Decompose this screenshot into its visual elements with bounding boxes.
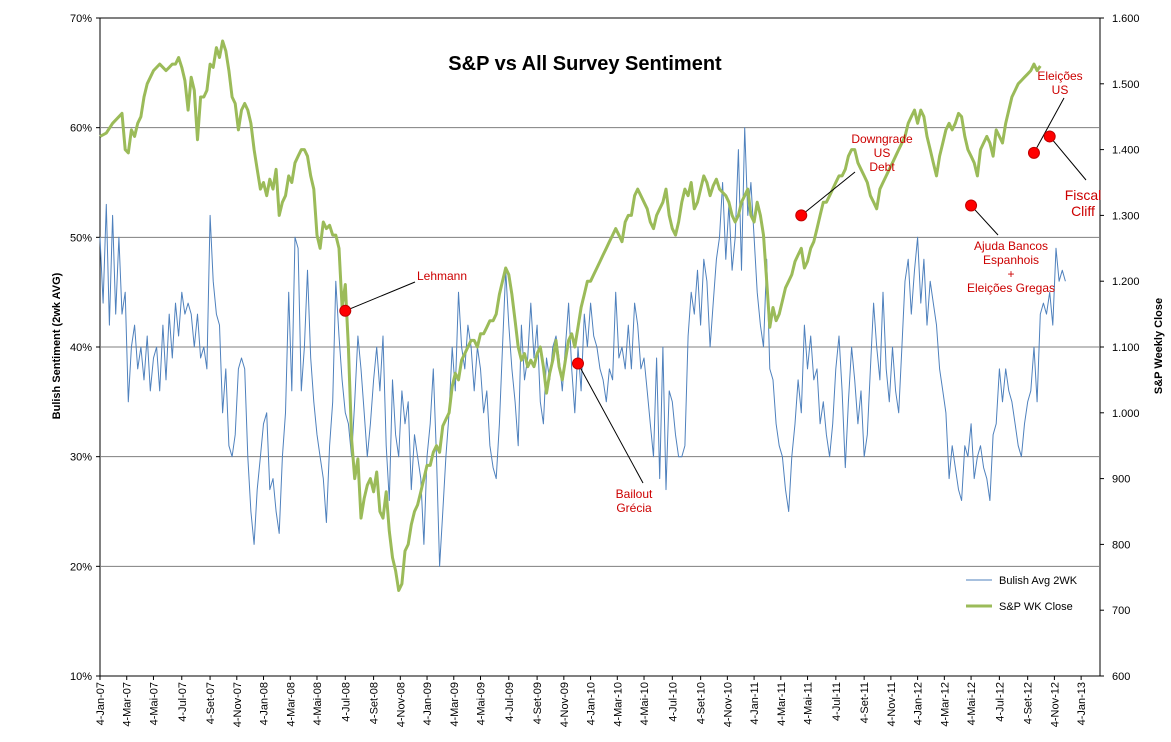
x-tick-label: 4-Jul-10	[667, 682, 679, 722]
x-tick-label: 4-Jan-09	[422, 682, 434, 725]
annotation-marker	[965, 199, 978, 212]
x-tick-label: 4-Jul-08	[340, 682, 352, 722]
y-axis-label-right: S&P Weekly Close	[1153, 298, 1165, 394]
annotation-label: Eleições Gregas	[967, 281, 1055, 295]
x-tick-label: 4-Jan-08	[259, 682, 271, 725]
y-axis-left: 70% 60% 50% 40% 30% 20% 10%	[70, 13, 100, 683]
annotation-marker	[1043, 130, 1056, 143]
x-tick-label: 4-Nov-07	[232, 682, 244, 727]
y-tick-label-right: 600	[1112, 671, 1130, 683]
x-tick-label: 4-Jul-11	[831, 682, 843, 721]
y-tick-label-right: 700	[1112, 605, 1130, 617]
x-tick-label: 4-Set-09	[532, 682, 544, 724]
x-tick-label: 4-Set-12	[1023, 682, 1035, 724]
legend-label: S&P WK Close	[999, 601, 1073, 613]
gridlines	[99, 17, 1101, 677]
series-line-bullish	[99, 127, 1066, 567]
y-axis-right: 1.600 1.500 1.400 1.300 1.200 1.100 1.000 900 80…	[1100, 13, 1140, 683]
x-tick-label: 4-Set-07	[205, 682, 217, 724]
x-tick-label: 4-Mai-11	[803, 682, 815, 725]
y-tick-label-left: 10%	[70, 671, 92, 683]
y-tick-label-left: 60%	[70, 123, 92, 135]
x-tick-label: 4-Jan-10	[586, 682, 598, 725]
y-tick-label-left: 50%	[70, 232, 92, 244]
x-tick-label: 4-Mar-09	[449, 682, 461, 727]
y-tick-label-right: 900	[1112, 474, 1130, 486]
annotation-marker	[571, 357, 584, 370]
annotation-label: Debt	[869, 160, 895, 174]
legend-label: Bulish Avg 2WK	[999, 575, 1078, 587]
x-tick-label: 4-Jan-13	[1076, 682, 1088, 725]
y-tick-label-right: 1.400	[1112, 145, 1140, 157]
x-tick-label: 4-Nov-08	[395, 682, 407, 727]
y-tick-label-left: 70%	[70, 13, 92, 25]
annotation-label: Fiscal	[1065, 187, 1102, 203]
legend: Bulish Avg 2WK S&P WK Close	[966, 575, 1078, 613]
y-tick-label-right: 1.600	[1112, 13, 1140, 25]
x-tick-label: 4-Nov-09	[559, 682, 571, 727]
y-tick-label-right: 1.500	[1112, 79, 1140, 91]
x-tick-label: 4-Mar-11	[776, 682, 788, 726]
annotation-marker	[795, 209, 808, 222]
y-tick-label-right: 1.100	[1112, 342, 1140, 354]
x-tick-label: 4-Set-11	[859, 682, 871, 723]
y-tick-label-right: 800	[1112, 539, 1130, 551]
annotations: LehmannBailoutGréciaDowngradeUSDebtAjuda…	[339, 69, 1102, 515]
y-axis-label-left: Bulish Sentiment (2wk AVG)	[51, 272, 63, 419]
x-tick-label: 4-Mar-07	[122, 682, 134, 727]
x-tick-label: 4-Mai-09	[476, 682, 488, 725]
x-tick-label: 4-Jul-07	[177, 682, 189, 722]
y-tick-label-right: 1.000	[1112, 408, 1140, 420]
x-tick-label: 4-Mar-12	[939, 682, 951, 727]
y-tick-label-left: 30%	[70, 452, 92, 464]
y-tick-label-right: 1.200	[1112, 276, 1140, 288]
annotation-label: US	[1052, 83, 1069, 97]
series-line-sp	[99, 39, 1042, 592]
x-tick-label: 4-Mar-10	[612, 682, 624, 727]
x-tick-label: 4-Nov-10	[722, 682, 734, 727]
chart-title: S&P vs All Survey Sentiment	[448, 53, 722, 75]
annotation-line	[1033, 97, 1065, 154]
x-tick-label: 4-Mai-10	[639, 682, 651, 725]
x-tick-label: 4-Mai-08	[312, 682, 324, 725]
x-tick-label: 4-Set-08	[369, 682, 381, 724]
annotation-label: +	[1007, 267, 1014, 281]
x-axis: 4-Jan-07 4-Mar-07 4-Mai-07 4-Jul-07 4-Set-07…	[95, 676, 1088, 727]
annotation-label: US	[874, 146, 891, 160]
annotation-label: Grécia	[616, 501, 652, 515]
annotation-label: Downgrade	[851, 132, 913, 146]
series-group	[99, 39, 1066, 592]
annotation-line	[1049, 136, 1087, 181]
x-tick-label: 4-Jan-11	[749, 682, 761, 725]
x-tick-label: 4-Jan-07	[95, 682, 107, 725]
annotation-label: Eleições	[1037, 69, 1082, 83]
x-tick-label: 4-Nov-12	[1049, 682, 1061, 727]
annotation-label: Ajuda Bancos	[974, 239, 1048, 253]
y-tick-label-right: 1.300	[1112, 210, 1140, 222]
y-tick-label-left: 20%	[70, 561, 92, 573]
annotation-label: Lehmann	[417, 269, 467, 283]
x-tick-label: 4-Jul-12	[994, 682, 1006, 722]
x-tick-label: 4-Jul-09	[504, 682, 516, 722]
y-tick-label-left: 40%	[70, 342, 92, 354]
x-tick-label: 4-Nov-11	[886, 682, 898, 726]
annotation-label: Espanhois	[983, 253, 1039, 267]
annotation-marker	[1027, 146, 1040, 159]
x-tick-label: 4-Mai-12	[966, 682, 978, 725]
x-tick-label: 4-Mai-07	[148, 682, 160, 725]
annotation-line	[345, 281, 416, 312]
annotation-line	[800, 171, 856, 216]
annotation-label: Cliff	[1071, 203, 1095, 219]
annotation-line	[970, 205, 999, 236]
x-tick-label: 4-Set-10	[696, 682, 708, 724]
x-tick-label: 4-Jan-12	[913, 682, 925, 725]
x-tick-label: 4-Mar-08	[285, 682, 297, 727]
annotation-label: Bailout	[616, 487, 653, 501]
annotation-marker	[339, 304, 352, 317]
annotation-line	[577, 363, 644, 484]
